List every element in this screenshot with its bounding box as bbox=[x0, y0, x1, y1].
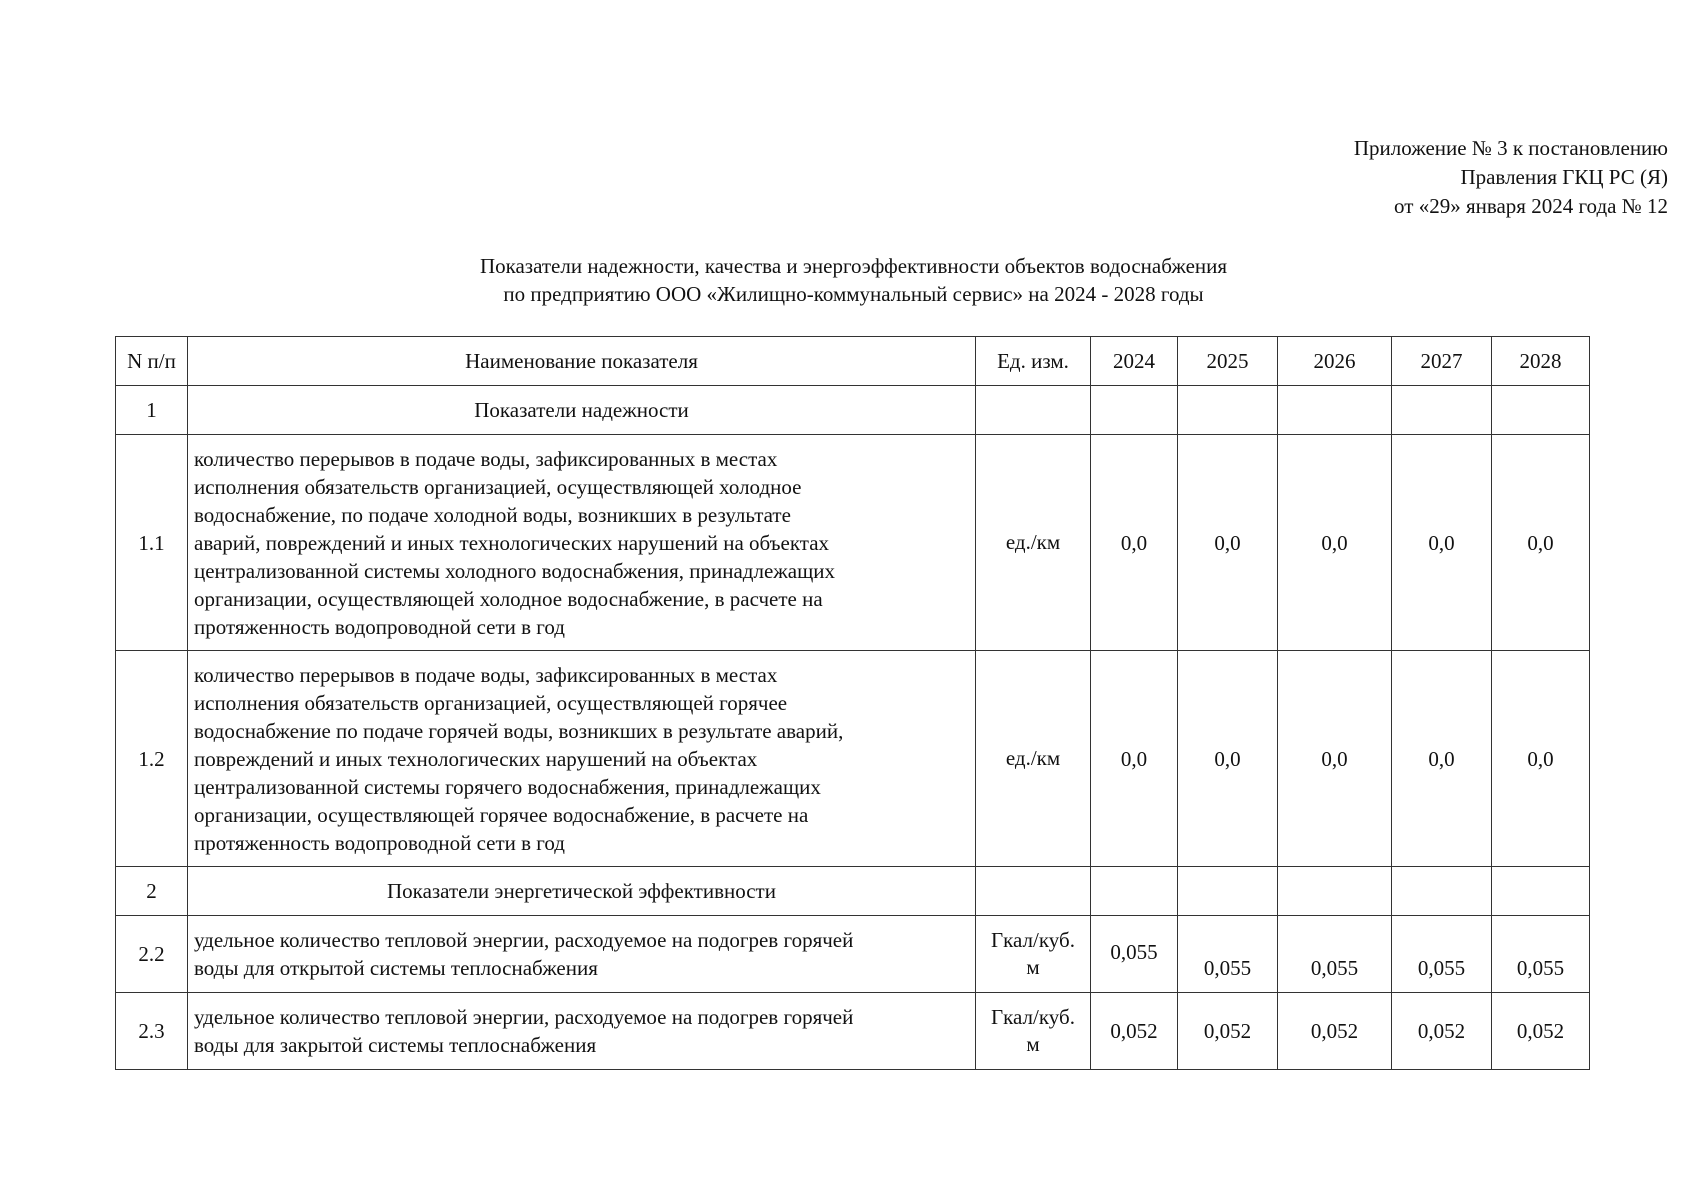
value-cell: 0,055 bbox=[1391, 915, 1492, 993]
value-cell bbox=[1090, 866, 1178, 916]
row-number: 1.2 bbox=[115, 650, 188, 867]
column-header: 2024 bbox=[1090, 336, 1178, 386]
value-cell: 0,0 bbox=[1177, 650, 1278, 867]
text-line: удельное количество тепловой энергии, ра… bbox=[194, 1005, 854, 1029]
value-cell bbox=[1090, 385, 1178, 435]
text-line: повреждений и иных технологических наруш… bbox=[194, 746, 758, 771]
text-line: количество перерывов в подаче воды, зафи… bbox=[194, 446, 778, 471]
text-line: водоснабжение, по подаче холодной воды, … bbox=[194, 502, 791, 527]
value-cell: 0,0 bbox=[1491, 650, 1590, 867]
column-header: 2026 bbox=[1277, 336, 1392, 386]
column-header: 2027 bbox=[1391, 336, 1492, 386]
unit-line: ед./км bbox=[1005, 746, 1061, 770]
text-line: удельное количество тепловой энергии, ра… bbox=[194, 928, 854, 952]
section-title: Показатели надежности bbox=[187, 385, 976, 435]
indicators-table: N п/п Наименование показателя Ед. изм. 2024… bbox=[115, 336, 1590, 1070]
text-line: водоснабжение по подаче горячей воды, во… bbox=[194, 718, 844, 743]
value-cell bbox=[1277, 866, 1392, 916]
row-number: 2.3 bbox=[115, 992, 188, 1070]
text-line: аварий, повреждений и иных технологическ… bbox=[194, 530, 830, 555]
value-cell: 0,055 bbox=[1277, 915, 1392, 993]
indicator-name: количество перерывов в подаче воды, зафи… bbox=[187, 434, 976, 651]
value-cell: 0,052 bbox=[1491, 992, 1590, 1070]
value-cell bbox=[1177, 866, 1278, 916]
row-number: 1 bbox=[115, 385, 188, 435]
text-line: воды для открытой системы теплоснабжения bbox=[194, 956, 598, 980]
value-cell: 0,052 bbox=[1391, 992, 1492, 1070]
row-number: 2 bbox=[115, 866, 188, 916]
indicator-name: удельное количество тепловой энергии, ра… bbox=[187, 992, 976, 1070]
column-header: 2025 bbox=[1177, 336, 1278, 386]
value-cell: 0,0 bbox=[1391, 434, 1492, 651]
table-row: 1.2 количество перерывов в подаче воды, з… bbox=[115, 650, 1590, 867]
text-line: протяженность водопроводной сети в год bbox=[194, 614, 565, 639]
text-line: централизованной системы горячего водосн… bbox=[194, 774, 821, 799]
value-cell bbox=[1491, 866, 1590, 916]
unit-line: Гкал/куб. bbox=[991, 1005, 1075, 1029]
table-header-row: N п/п Наименование показателя Ед. изм. 2024… bbox=[115, 336, 1590, 386]
value-cell bbox=[1177, 385, 1278, 435]
value-cell: 0,0 bbox=[1090, 650, 1178, 867]
value-cell: 0,0 bbox=[1277, 650, 1392, 867]
table-row: 2.3 удельное количество тепловой энергии,… bbox=[115, 992, 1590, 1070]
title-line: по предприятию ООО «Жилищно-коммунальный… bbox=[503, 282, 1204, 306]
appendix-header: Приложение № 3 к постановлению Правления… bbox=[1354, 134, 1668, 221]
value-cell bbox=[1391, 866, 1492, 916]
section-row: 1 Показатели надежности bbox=[115, 385, 1590, 435]
table-row: 1.1 количество перерывов в подаче воды, з… bbox=[115, 434, 1590, 651]
value-cell: 0,0 bbox=[1177, 434, 1278, 651]
header-line: Правления ГКЦ РС (Я) bbox=[1460, 165, 1668, 189]
value-cell: 0,052 bbox=[1277, 992, 1392, 1070]
column-header: N п/п bbox=[115, 336, 188, 386]
header-line: Приложение № 3 к постановлению bbox=[1353, 136, 1668, 160]
table-row: 2.2 удельное количество тепловой энергии,… bbox=[115, 915, 1590, 993]
text-line: количество перерывов в подаче воды, зафи… bbox=[194, 662, 778, 687]
value-cell: 0,0 bbox=[1090, 434, 1178, 651]
column-header: Наименование показателя bbox=[187, 336, 976, 386]
row-number: 1.1 bbox=[115, 434, 188, 651]
unit-line: м bbox=[1026, 955, 1040, 979]
indicator-name: удельное количество тепловой энергии, ра… bbox=[187, 915, 976, 993]
section-title: Показатели энергетической эффективности bbox=[187, 866, 976, 916]
value-cell: 0,052 bbox=[1090, 992, 1178, 1070]
value-cell: 0,055 bbox=[1090, 915, 1178, 993]
text-line: централизованной системы холодного водос… bbox=[194, 558, 836, 583]
column-header: Ед. изм. bbox=[975, 336, 1091, 386]
text-line: организации, осуществляющей горячее водо… bbox=[194, 802, 809, 827]
text-line: исполнения обязательств организацией, ос… bbox=[194, 690, 788, 715]
unit-cell: Гкал/куб. м bbox=[975, 915, 1091, 993]
row-number: 2.2 bbox=[115, 915, 188, 993]
text-line: воды для закрытой системы теплоснабжения bbox=[194, 1033, 597, 1057]
text-line: организации, осуществляющей холодное вод… bbox=[194, 586, 823, 611]
text-line: исполнения обязательств организацией, ос… bbox=[194, 474, 802, 499]
value-cell: 0,0 bbox=[1391, 650, 1492, 867]
unit-cell bbox=[975, 866, 1091, 916]
unit-line: м bbox=[1026, 1032, 1040, 1056]
value-cell: 0,0 bbox=[1491, 434, 1590, 651]
title-line: Показатели надежности, качества и энерго… bbox=[479, 254, 1228, 278]
value-cell: 0,052 bbox=[1177, 992, 1278, 1070]
column-header: 2028 bbox=[1491, 336, 1590, 386]
value-cell: 0,055 bbox=[1491, 915, 1590, 993]
text-line: Показатели надежности bbox=[474, 398, 689, 422]
value-cell bbox=[1391, 385, 1492, 435]
document-title: Показатели надежности, качества и энерго… bbox=[0, 252, 1697, 308]
value-cell: 0,0 bbox=[1277, 434, 1392, 651]
text-line: Показатели энергетической эффективности bbox=[387, 879, 776, 903]
unit-cell bbox=[975, 385, 1091, 435]
value-cell bbox=[1277, 385, 1392, 435]
value-cell: 0,055 bbox=[1177, 915, 1278, 993]
unit-cell: Гкал/куб. м bbox=[975, 992, 1091, 1070]
text-line: протяженность водопроводной сети в год bbox=[194, 830, 565, 855]
unit-line: ед./км bbox=[1005, 530, 1061, 554]
indicator-name: количество перерывов в подаче воды, зафи… bbox=[187, 650, 976, 867]
unit-cell: ед./км bbox=[975, 650, 1091, 867]
unit-cell: ед./км bbox=[975, 434, 1091, 651]
value-cell bbox=[1491, 385, 1590, 435]
unit-line: Гкал/куб. bbox=[991, 928, 1075, 952]
header-line: от «29» января 2024 года № 12 bbox=[1394, 194, 1668, 218]
section-row: 2 Показатели энергетической эффективности bbox=[115, 866, 1590, 916]
